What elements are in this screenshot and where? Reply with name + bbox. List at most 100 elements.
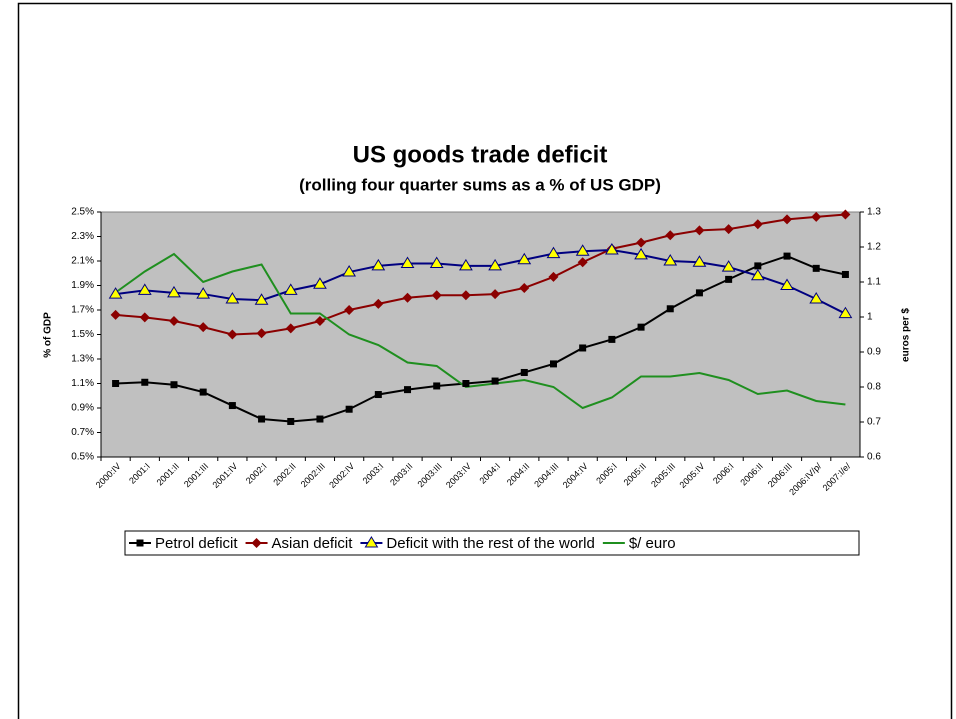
data-point	[402, 292, 413, 303]
y-tick-label: 2.1%	[71, 256, 94, 267]
legend-label: Deficit with the rest of the world	[386, 535, 594, 552]
y2-tick-label: 1.2	[867, 242, 881, 253]
x-tick-label: 2003:II	[388, 461, 415, 488]
data-point	[636, 237, 647, 248]
slide-frame	[17, 2, 953, 719]
data-point	[137, 283, 152, 295]
data-point	[110, 309, 121, 320]
x-tick-label: 2002:II	[271, 461, 298, 488]
data-point	[227, 329, 238, 340]
y-tick-label: 2.3%	[71, 231, 94, 242]
y2-tick-label: 0.8	[867, 382, 881, 393]
series-line	[115, 248, 846, 315]
data-point	[373, 298, 384, 309]
x-tick-label: 2007:I/e/	[821, 461, 853, 493]
x-tick-label: 2006:IV/p/	[787, 461, 823, 497]
y-tick-label: 2.5%	[71, 207, 94, 218]
y-tick-label: 0.9%	[71, 403, 94, 414]
data-point	[665, 230, 676, 241]
x-tick-label: 2003:I	[361, 461, 386, 486]
x-tick-label: 2001:III	[182, 461, 210, 489]
data-point	[780, 278, 794, 290]
x-tick-label: 2002:I	[244, 461, 269, 486]
y-tick-label: 1.7%	[71, 305, 94, 316]
x-tick-label: 2005:III	[649, 461, 677, 489]
x-tick-label: 2001:IV	[210, 461, 239, 490]
data-point	[546, 246, 561, 259]
data-point	[170, 381, 178, 389]
data-point	[345, 405, 353, 413]
y2-tick-label: 1.3	[867, 207, 881, 218]
data-point	[549, 360, 557, 368]
y-tick-label: 0.7%	[71, 427, 94, 438]
y-axis-label: % of GDP	[43, 312, 54, 358]
data-point	[692, 255, 707, 267]
data-point	[663, 254, 678, 266]
y-tick-label: 1.9%	[71, 280, 94, 291]
data-point	[725, 275, 733, 283]
data-point	[604, 243, 619, 255]
data-point	[404, 386, 412, 394]
data-point	[108, 287, 123, 299]
y2-tick-label: 0.6	[867, 452, 881, 463]
series-line	[115, 252, 846, 410]
data-point	[460, 290, 471, 301]
x-tick-label: 2005:IV	[678, 461, 707, 490]
data-point	[198, 322, 209, 333]
data-point	[812, 264, 820, 272]
legend-marker-shape	[364, 536, 379, 548]
data-point	[344, 305, 355, 315]
plot-area	[100, 211, 861, 458]
data-point	[520, 368, 528, 376]
x-tick-label: 2004:IV	[561, 461, 590, 490]
data-point	[488, 258, 502, 271]
y2-tick-label: 0.9	[867, 347, 881, 358]
data-point	[750, 268, 765, 281]
data-point	[459, 258, 473, 271]
data-point	[637, 323, 645, 331]
x-tick-label: 2003:IV	[444, 461, 473, 490]
data-point	[841, 270, 849, 278]
data-point	[168, 316, 179, 327]
series-line	[115, 213, 846, 336]
data-point	[316, 415, 324, 423]
chart-title: US goods trade deficit	[353, 141, 608, 168]
x-tick-label: 2005:I	[594, 461, 619, 486]
legend-marker	[136, 539, 144, 547]
data-point	[462, 380, 470, 387]
data-point	[783, 252, 791, 260]
data-point	[666, 305, 674, 313]
data-point	[285, 323, 296, 334]
y2-tick-label: 0.7	[867, 417, 881, 428]
chart-subtitle: (rolling four quarter sums as a % of US …	[299, 175, 661, 194]
data-point	[199, 388, 207, 396]
data-point	[721, 260, 736, 272]
series-line	[115, 255, 846, 423]
data-point	[196, 287, 211, 299]
data-point	[752, 219, 763, 230]
y2-tick-label: 1	[867, 312, 873, 323]
data-point	[139, 312, 150, 323]
data-point	[811, 211, 822, 222]
data-point	[840, 209, 851, 220]
data-point	[577, 257, 588, 268]
x-tick-label: 2000:IV	[94, 461, 123, 490]
data-point	[429, 256, 444, 268]
x-tick-label: 2006:III	[766, 461, 794, 489]
data-point	[374, 391, 382, 399]
legend-label: Asian deficit	[272, 535, 354, 552]
data-point	[754, 262, 762, 270]
x-tick-label: 2006:I	[711, 461, 736, 486]
data-point	[695, 289, 703, 297]
data-point	[579, 344, 587, 352]
x-tick-label: 2003:III	[415, 461, 443, 489]
data-point	[112, 380, 120, 387]
data-point	[575, 244, 590, 256]
legend-marker-shape	[136, 539, 144, 547]
legend-label: Petrol deficit	[155, 535, 238, 552]
data-point	[608, 335, 616, 343]
data-point	[400, 256, 415, 268]
data-point	[141, 378, 149, 386]
data-point	[167, 285, 181, 298]
x-tick-label: 2004:III	[532, 461, 560, 489]
